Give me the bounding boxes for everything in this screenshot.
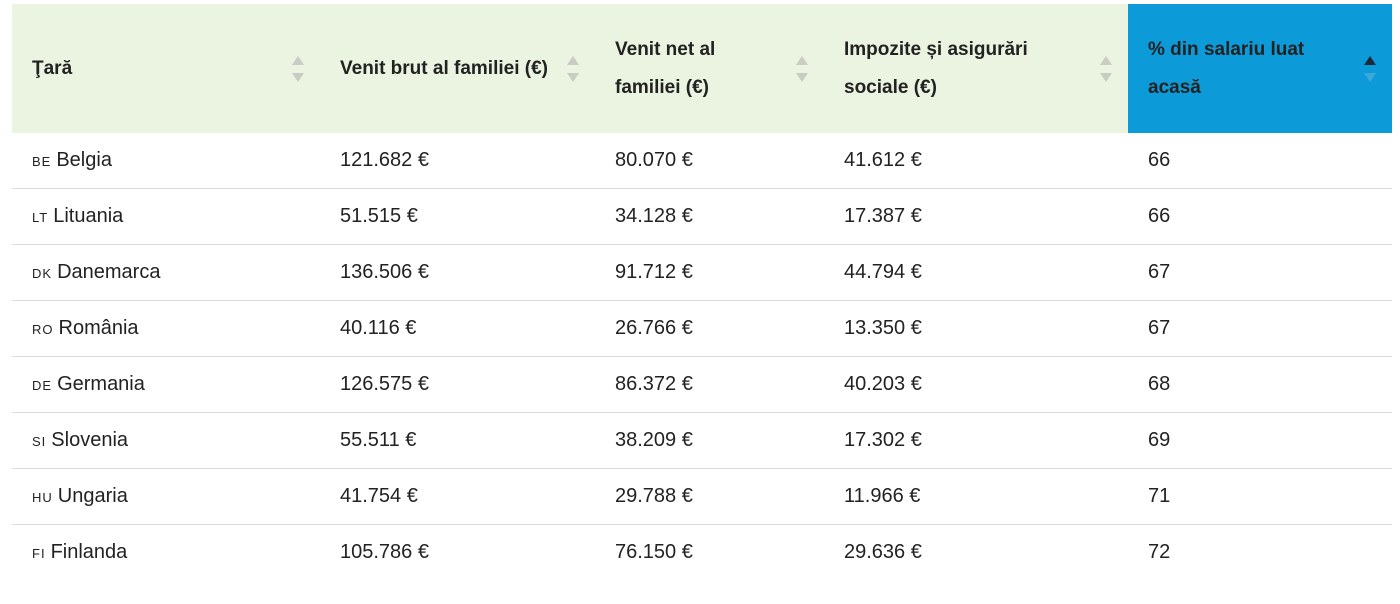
value-cell: 105.786 €: [340, 541, 429, 563]
value-cell: 86.372 €: [595, 356, 824, 413]
table-row: RO România 40.116 €26.766 €13.350 €67: [12, 300, 1392, 357]
country-cell: FI Finlanda: [12, 525, 320, 581]
column-header[interactable]: Venit net al familiei (€): [595, 4, 824, 133]
country-code: LT: [32, 210, 49, 225]
value-cell: 136.506 €: [320, 244, 595, 301]
country-cell: DK Danemarca: [12, 244, 320, 301]
country-name: Danemarca: [57, 261, 161, 283]
value-cell: 66: [1128, 133, 1392, 189]
table-row: BE Belgia 121.682 €80.070 €41.612 €66: [12, 133, 1392, 189]
value-cell: 40.116 €: [320, 300, 595, 357]
value-cell: 66: [1128, 188, 1392, 245]
country-cell: DE Germania: [12, 356, 320, 413]
sort-icon[interactable]: [1100, 55, 1112, 82]
table-row: LT Lituania 51.515 €34.128 €17.387 €66: [12, 188, 1392, 245]
table-row: SI Slovenia 55.511 €38.209 €17.302 €69: [12, 412, 1392, 469]
country-cell: BE Belgia: [12, 133, 320, 189]
header-text: Impozite și asigurări sociale (€): [844, 38, 1028, 98]
sort-icon[interactable]: [292, 55, 304, 82]
country-name: Lituania: [53, 205, 124, 227]
country-code: HU: [32, 490, 53, 505]
country-name: Ungaria: [57, 485, 128, 507]
country-cell: HU Ungaria: [12, 468, 320, 525]
value-cell: 76.150 €: [615, 541, 693, 563]
column-header[interactable]: Impozite și asigurări sociale (€): [824, 4, 1128, 133]
value-cell: 26.766 €: [595, 300, 824, 357]
column-header[interactable]: % din salariu luat acasă: [1128, 4, 1392, 133]
value-cell: 121.682 €: [320, 133, 595, 189]
value-cell: 13.350 €: [824, 300, 1128, 357]
value-cell: 71: [1128, 468, 1392, 525]
sort-icon[interactable]: [1364, 55, 1376, 82]
header-text: % din salariu luat acasă: [1148, 38, 1305, 98]
value-cell: 67: [1128, 300, 1392, 357]
value-cell: 11.966 €: [824, 468, 1128, 525]
country-cell: RO România: [12, 300, 320, 357]
value-cell: 34.128 €: [595, 188, 824, 245]
value-cell: 41.612 €: [824, 133, 1128, 189]
value-cell: 91.712 €: [595, 244, 824, 301]
data-table: Ţară Venit brut al familiei (€) Venit net …: [12, 4, 1392, 580]
value-cell: 68: [1128, 356, 1392, 413]
country-code: RO: [32, 322, 54, 337]
value-cell: 41.754 €: [320, 468, 595, 525]
value-cell: 80.070 €: [595, 133, 824, 189]
country-code: DK: [32, 266, 53, 281]
value-cell: 72: [1148, 541, 1171, 563]
value-cell: 29.636 €: [844, 541, 922, 563]
country-name: România: [58, 317, 139, 339]
value-cell: 40.203 €: [824, 356, 1128, 413]
value-cell: 51.515 €: [320, 188, 595, 245]
value-cell: 55.511 €: [320, 412, 595, 469]
header-row: Ţară Venit brut al familiei (€) Venit net …: [12, 4, 1392, 133]
country-code: SI: [32, 434, 47, 449]
value-cell: 17.302 €: [824, 412, 1128, 469]
country-cell: SI Slovenia: [12, 412, 320, 469]
table-row: FI Finlanda 105.786 € 76.150 € 29.636 € 72: [12, 525, 1392, 581]
value-cell: 17.387 €: [824, 188, 1128, 245]
header-text: Venit net al familiei (€): [615, 38, 716, 98]
sort-icon[interactable]: [796, 55, 808, 82]
country-name: Slovenia: [51, 429, 129, 451]
header-text: Ţară: [32, 57, 73, 79]
table-row: DE Germania 126.575 €86.372 €40.203 €68: [12, 356, 1392, 413]
column-header[interactable]: Ţară: [12, 4, 320, 133]
value-cell: 67: [1128, 244, 1392, 301]
country-code: FI: [32, 546, 46, 561]
value-cell: 126.575 €: [320, 356, 595, 413]
country-name: Germania: [57, 373, 145, 395]
country-code: DE: [32, 378, 53, 393]
value-cell: 29.788 €: [595, 468, 824, 525]
column-header[interactable]: Venit brut al familiei (€): [320, 4, 595, 133]
table-row: HU Ungaria 41.754 €29.788 €11.966 €71: [12, 468, 1392, 525]
country-code: BE: [32, 154, 52, 169]
country-cell: LT Lituania: [12, 188, 320, 245]
country-name: Belgia: [56, 149, 112, 171]
table-header: Ţară Venit brut al familiei (€) Venit net …: [12, 4, 1392, 133]
value-cell: 44.794 €: [824, 244, 1128, 301]
sort-icon[interactable]: [567, 55, 579, 82]
table-row: DK Danemarca 136.506 €91.712 €44.794 €67: [12, 244, 1392, 301]
country-name: Finlanda: [50, 541, 128, 563]
value-cell: 38.209 €: [595, 412, 824, 469]
table-body: BE Belgia 121.682 €80.070 €41.612 €66 LT Lit…: [12, 133, 1392, 580]
value-cell: 69: [1128, 412, 1392, 469]
data-table-container: Ţară Venit brut al familiei (€) Venit net …: [12, 4, 1392, 580]
header-text: Venit brut al familiei (€): [340, 57, 548, 79]
